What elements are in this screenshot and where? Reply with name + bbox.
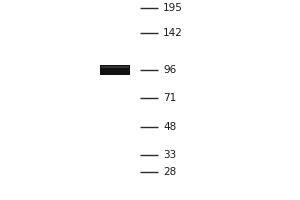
Text: 195: 195 (163, 3, 183, 13)
Text: 48: 48 (163, 122, 176, 132)
Text: 28: 28 (163, 167, 176, 177)
Text: 96: 96 (163, 65, 176, 75)
Bar (100, 65, 130, 75)
Text: 71: 71 (163, 93, 176, 103)
Bar (101, 66, 129, 68)
Text: 142: 142 (163, 28, 183, 38)
Text: 33: 33 (163, 150, 176, 160)
